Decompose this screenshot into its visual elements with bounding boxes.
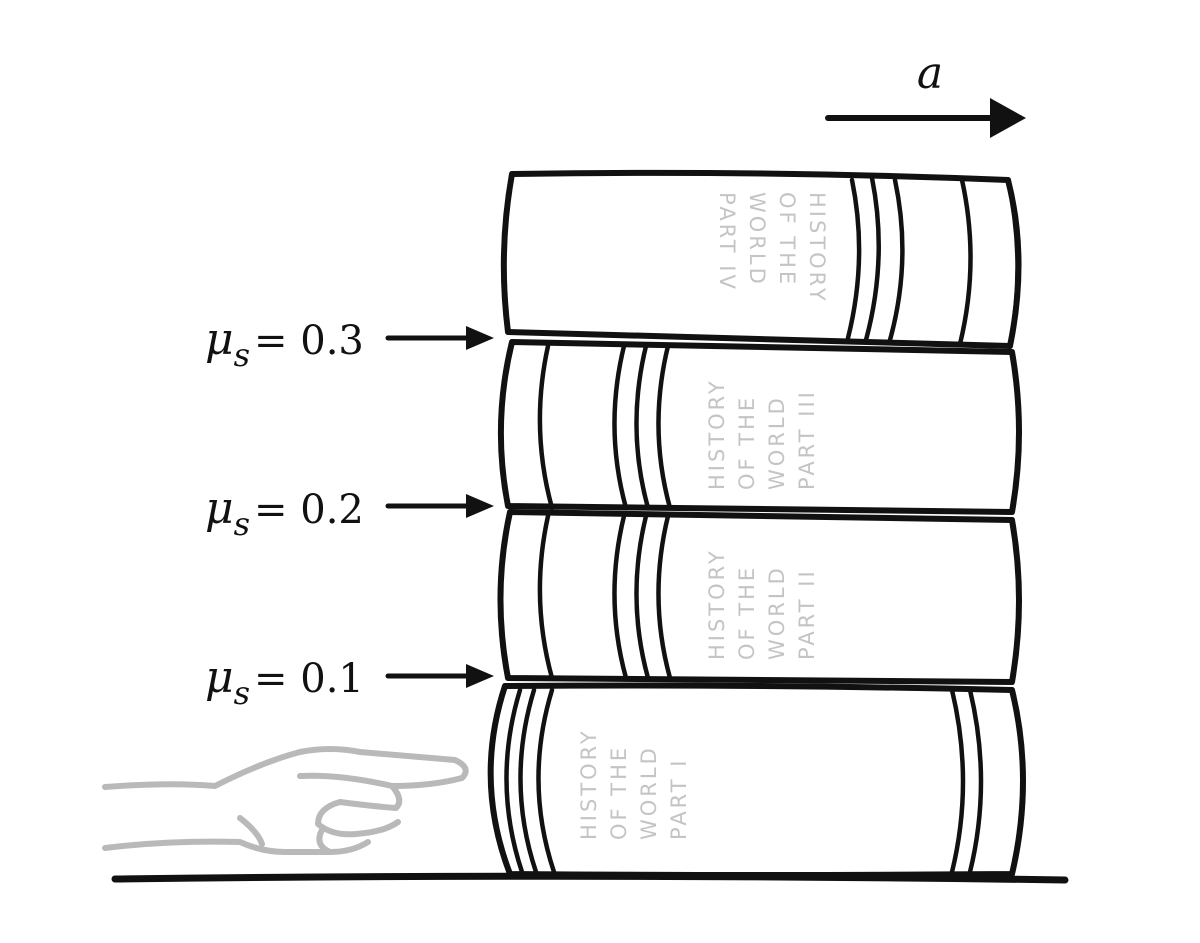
book-iv-line-3: WORLD (745, 192, 769, 287)
acceleration-arrow: a (825, 48, 1026, 138)
friction-label-0.1: μs = 0.1 (205, 652, 494, 712)
svg-text:μs= 0.2: μs = 0.2 (205, 483, 364, 543)
book-part-iv: HISTORY OF THE WORLD PART IV (500, 169, 1022, 349)
mu-symbol: μ (205, 652, 234, 703)
mu-value: = 0.2 (254, 487, 364, 533)
svg-text:μs= 0.3: μs = 0.3 (205, 314, 364, 374)
book-iv-line-1: HISTORY (805, 192, 829, 304)
arrow-right-icon (466, 494, 494, 518)
book-iii-line-1: HISTORY (705, 378, 729, 490)
mu-subscript: s (234, 505, 250, 543)
book-iii-line-2: OF THE (735, 395, 759, 490)
pushing-hand-icon (102, 746, 469, 855)
acceleration-label: a (917, 48, 943, 99)
mu-symbol: μ (205, 483, 234, 534)
mu-subscript: s (234, 674, 250, 712)
friction-label-0.2: μs = 0.2 (205, 483, 494, 543)
book-i-line-1: HISTORY (577, 728, 601, 840)
book-i-line-4: PART I (667, 758, 691, 840)
mu-subscript: s (234, 336, 250, 374)
svg-text:μs= 0.1: μs = 0.1 (205, 652, 364, 712)
book-ii-line-2: OF THE (735, 565, 759, 660)
mu-symbol: μ (205, 314, 234, 365)
book-part-i: HISTORY OF THE WORLD PART I (487, 682, 1026, 878)
arrowhead-icon (990, 98, 1026, 138)
book-iii-line-3: WORLD (765, 395, 789, 490)
book-iv-line-2: OF THE (775, 192, 799, 287)
book-i-line-3: WORLD (637, 745, 661, 840)
book-iii-line-4: PART III (795, 389, 819, 490)
mu-value: = 0.1 (254, 656, 364, 702)
mu-value: = 0.3 (254, 318, 364, 364)
book-ii-line-4: PART II (795, 568, 819, 660)
book-ii-line-1: HISTORY (705, 548, 729, 660)
book-part-ii: HISTORY OF THE WORLD PART II (497, 509, 1022, 685)
arrow-right-icon (466, 326, 494, 350)
book-i-line-2: OF THE (607, 745, 631, 840)
friction-label-0.3: μs = 0.3 (205, 314, 494, 374)
book-part-iii: HISTORY OF THE WORLD PART III (497, 339, 1022, 515)
book-ii-line-3: WORLD (765, 565, 789, 660)
arrow-right-icon (466, 664, 494, 688)
book-iv-line-4: PART IV (715, 192, 739, 292)
